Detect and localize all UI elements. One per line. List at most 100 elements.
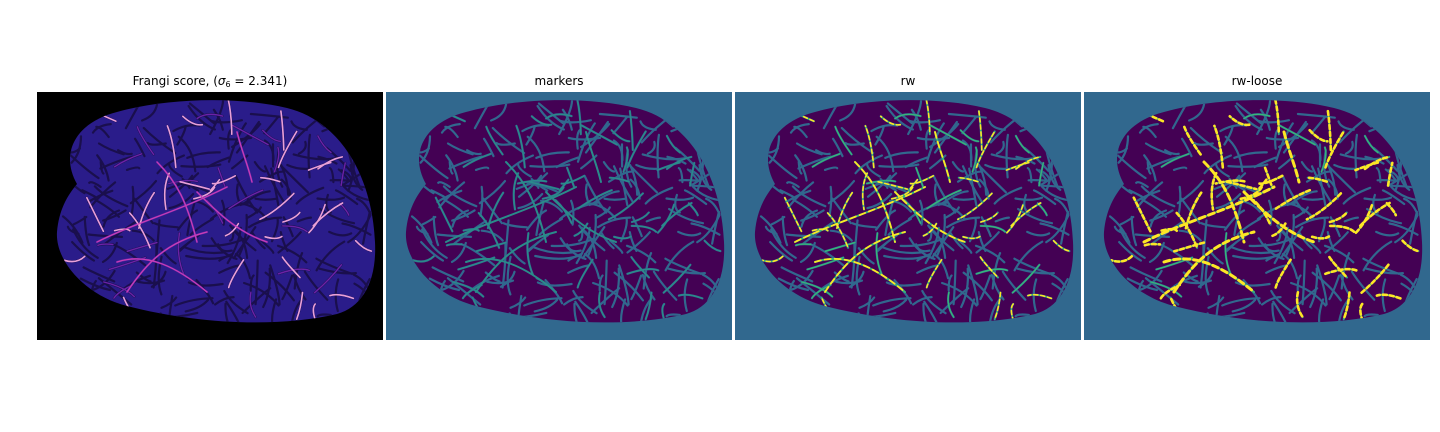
vessel-segment — [791, 185, 827, 208]
vessel-segment — [781, 215, 789, 247]
vessel-segment — [990, 273, 1005, 301]
vessel-segment — [243, 281, 280, 307]
vessel-segment — [502, 222, 528, 229]
vessel-segment — [1039, 222, 1070, 236]
vessel-segment — [656, 133, 660, 179]
vessel-segment — [678, 179, 701, 182]
vessel-segment — [645, 216, 661, 223]
vessel-bright — [1256, 178, 1268, 192]
vessel-segment — [341, 222, 372, 236]
vessel-segment — [187, 281, 224, 287]
markers-image — [386, 92, 732, 340]
vessel-highlight — [282, 225, 308, 233]
vessel-segment — [1363, 313, 1379, 318]
major-vessel-bright — [96, 186, 228, 243]
vessel-segment — [603, 197, 627, 201]
panel-title-rw: rw — [900, 74, 916, 88]
vessel-bright — [958, 176, 979, 183]
vessel-segment — [666, 155, 687, 165]
vessel-bright — [1010, 303, 1014, 320]
vessel-segment — [980, 216, 992, 238]
vessel-segment — [1307, 239, 1322, 254]
vessel-highlight — [113, 153, 143, 168]
vessel-segment — [117, 149, 133, 156]
vessel-segment — [1261, 296, 1282, 306]
vessel-segment — [993, 186, 1023, 205]
vessel-highlight — [929, 124, 967, 146]
vessel-segment — [576, 128, 581, 150]
vessel-segment — [102, 209, 127, 222]
vessel-segment — [786, 181, 800, 188]
vessel-highlight — [168, 179, 198, 185]
vessel-segment — [1305, 170, 1331, 183]
vessel-highlight — [277, 268, 310, 275]
vessel-segment — [178, 241, 190, 253]
vessel-segment — [587, 213, 597, 257]
vessel-highlight — [610, 129, 631, 142]
vessel-segment — [474, 166, 490, 171]
vessel-bright — [1328, 224, 1356, 234]
vessel-segment — [1342, 186, 1372, 205]
vessel-highlight — [875, 232, 883, 276]
vessel-segment — [984, 163, 1009, 170]
vessel-segment — [1268, 199, 1273, 226]
vessel-segment — [93, 185, 129, 208]
vessel-bright — [864, 125, 875, 169]
vessel-bright — [138, 191, 155, 229]
vessel-segment — [79, 277, 112, 292]
vessel-highlight — [485, 126, 504, 156]
vessel-segment — [1282, 183, 1289, 207]
vessel-segment — [1221, 297, 1261, 307]
vessel-segment — [698, 164, 713, 191]
vessel-segment — [1396, 164, 1411, 191]
vessel-segment — [800, 209, 819, 228]
vessel-segment — [1274, 122, 1294, 163]
vessel-segment — [227, 122, 247, 163]
vessel-segment — [1015, 155, 1036, 165]
vessel-segment — [1257, 237, 1285, 260]
vessel-segment — [70, 135, 83, 164]
vessel-segment — [297, 140, 307, 155]
vessel-highlight — [1364, 135, 1379, 154]
vessel-segment — [440, 123, 461, 134]
major-vessel-bright — [1242, 190, 1316, 244]
vessel-segment — [533, 298, 559, 313]
vessel-segment — [1134, 189, 1161, 203]
vessel-segment — [677, 230, 702, 237]
vessel-bright — [1328, 211, 1349, 224]
vessel-segment — [478, 180, 507, 205]
vessel-highlight — [630, 256, 650, 279]
vessel-highlight — [661, 303, 665, 320]
vessel-bright — [1263, 166, 1274, 188]
vessel-segment — [234, 253, 252, 280]
vessel-segment — [525, 125, 536, 146]
rw-image — [735, 92, 1081, 340]
vessel-segment — [187, 172, 200, 185]
vessel-highlight — [317, 135, 332, 154]
vessel-segment — [1135, 181, 1149, 188]
vessel-segment — [769, 241, 793, 262]
title-subscript: 6 — [225, 80, 231, 89]
vessel-segment — [103, 219, 138, 245]
vessel-bright — [1324, 267, 1358, 276]
vessel-segment — [1231, 298, 1257, 313]
vessel-segment — [1172, 166, 1188, 171]
vessel-segment — [584, 183, 591, 207]
vessel-segment — [466, 149, 482, 156]
vessel-segment — [249, 274, 255, 292]
vessel-segment — [334, 189, 359, 206]
vessel-highlight — [515, 125, 526, 169]
vessel-texture — [754, 100, 1074, 323]
vessel-segment — [1118, 241, 1142, 262]
vessel-segment — [875, 181, 889, 189]
vessel-bright — [1214, 179, 1246, 185]
panel-markers-image — [386, 92, 732, 340]
major-vessel-bright — [1162, 257, 1256, 294]
vessel-segment — [904, 156, 929, 169]
vessel-segment — [866, 192, 893, 210]
vessel-segment — [899, 237, 944, 248]
vessel-segment — [88, 181, 102, 188]
vessel-segment — [1271, 302, 1277, 323]
vessel-segment — [1214, 294, 1221, 323]
vessel-segment — [167, 294, 174, 323]
